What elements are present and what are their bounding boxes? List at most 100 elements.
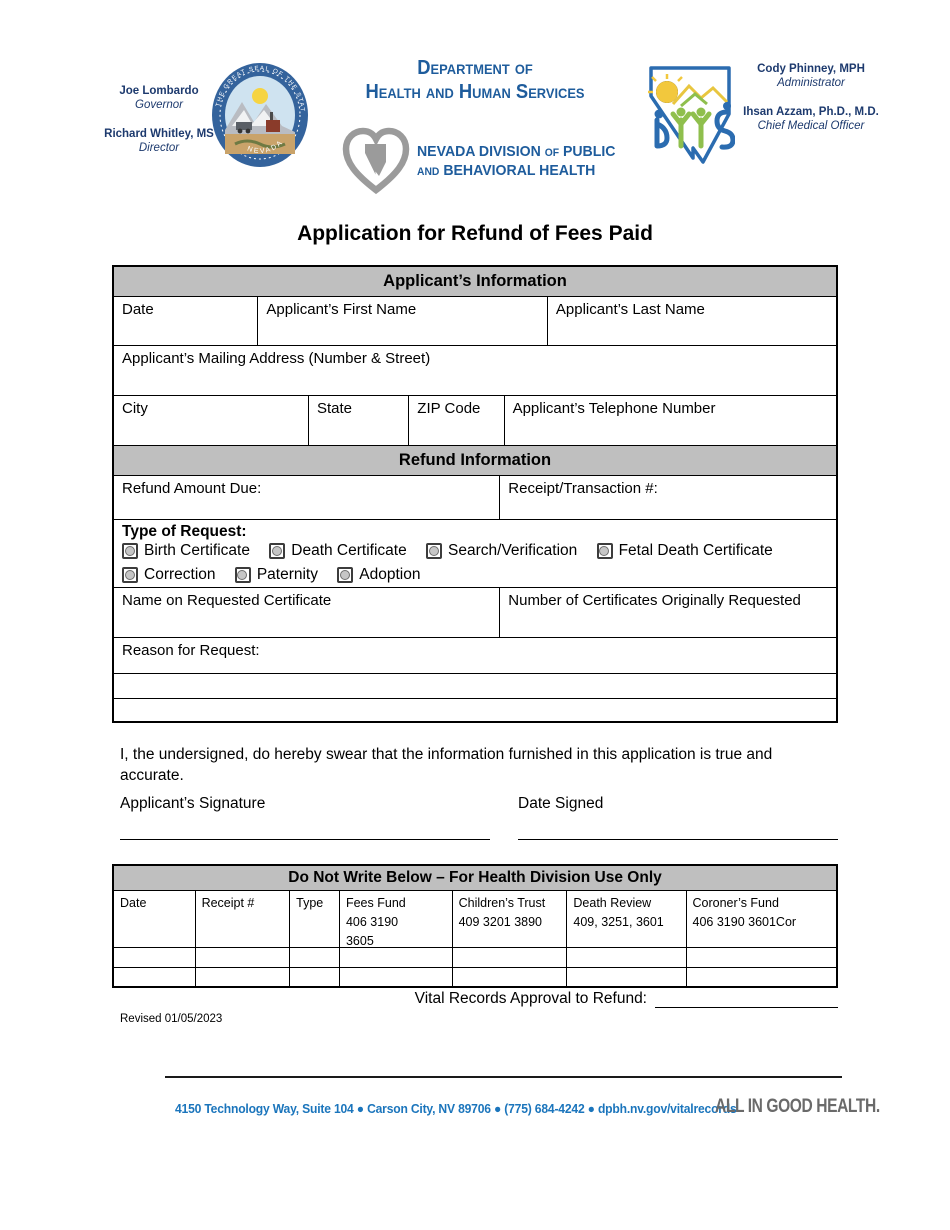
row-refund-receipt: Refund Amount Due: Receipt/Transaction #… <box>114 476 836 520</box>
option-death-certificate[interactable]: Death Certificate <box>269 542 407 560</box>
page-title: Application for Refund of Fees Paid <box>297 222 653 245</box>
official-title: Chief Medical Officer <box>757 120 865 133</box>
col-line: 409, 3251, 3601 <box>573 914 664 929</box>
dept-line2: Health and Human Services <box>365 81 585 103</box>
option-label: Correction <box>144 566 216 583</box>
entry-cell[interactable] <box>453 948 568 967</box>
type-of-request-label: Type of Request: <box>122 523 247 540</box>
request-type-line-2: Correction Paternity Adoption <box>122 565 828 587</box>
entry-cell[interactable] <box>196 948 291 967</box>
entry-cell[interactable] <box>114 968 196 986</box>
first-name-field[interactable]: Applicant’s First Name <box>258 297 548 345</box>
entry-cell[interactable] <box>340 948 453 967</box>
vital-records-approval-row: Vital Records Approval to Refund: <box>112 989 838 1008</box>
applicant-signature-line[interactable] <box>120 839 490 840</box>
official-governor: Joe Lombardo Governor <box>104 84 214 113</box>
checkbox-icon[interactable] <box>269 543 286 559</box>
telephone-field[interactable]: Applicant’s Telephone Number <box>512 400 716 417</box>
option-label: Adoption <box>359 566 421 583</box>
date-signed-line[interactable] <box>518 839 838 840</box>
checkbox-icon[interactable] <box>122 543 138 559</box>
col-receipt: Receipt # <box>196 891 291 947</box>
footer-divider <box>165 1076 842 1078</box>
col-date: Date <box>114 891 196 947</box>
health-division-table: Do Not Write Below – For Health Division… <box>112 864 838 988</box>
option-birth-certificate[interactable]: Birth Certificate <box>122 542 250 560</box>
reason-for-request-field[interactable]: Reason for Request: <box>122 642 260 659</box>
checkbox-icon[interactable] <box>122 567 138 583</box>
col-line: Date <box>120 896 147 910</box>
option-correction[interactable]: Correction <box>122 566 216 584</box>
official-name: Ihsan Azzam, Ph.D., M.D. <box>743 105 879 118</box>
official-chief-medical-officer: Ihsan Azzam, Ph.D., M.D. Chief Medical O… <box>740 105 882 134</box>
office-column-header-row: Date Receipt # Type Fees Fund 406 3190 3… <box>114 891 836 948</box>
state-field[interactable]: State <box>309 396 410 445</box>
division-line1: NEVADA DIVISION of PUBLIC <box>417 143 616 161</box>
entry-cell[interactable] <box>567 968 687 986</box>
official-name: Richard Whitley, MS <box>104 127 214 140</box>
col-line: 409 3201 3890 <box>458 914 543 929</box>
entry-cell[interactable] <box>453 968 568 986</box>
refund-information-header: Refund Information <box>114 446 836 476</box>
row-type-of-request: Type of Request: Birth Certificate Death… <box>114 520 836 588</box>
checkbox-icon[interactable] <box>596 543 613 559</box>
entry-cell[interactable] <box>567 948 687 967</box>
office-entry-row <box>114 968 836 986</box>
entry-cell[interactable] <box>687 968 836 986</box>
option-fetal-death-certificate[interactable]: Fetal Death Certificate <box>596 542 773 560</box>
left-officials-block: Joe Lombardo Governor Richard Whitley, M… <box>104 84 214 170</box>
refund-amount-field[interactable]: Refund Amount Due: <box>114 476 501 519</box>
option-label: Death Certificate <box>291 542 407 559</box>
col-type: Type <box>290 891 340 947</box>
last-name-field[interactable]: Applicant’s Last Name <box>555 301 705 318</box>
city-field[interactable]: City <box>114 396 309 445</box>
entry-cell[interactable] <box>290 948 340 967</box>
row-city-state-zip-phone: City State ZIP Code Applicant’s Telephon… <box>114 396 836 446</box>
option-label: Paternity <box>256 566 318 583</box>
date-signed-label: Date Signed <box>518 795 604 812</box>
right-officials-block: Cody Phinney, MPH Administrator Ihsan Az… <box>740 62 882 148</box>
option-label: Search/Verification <box>448 542 578 559</box>
entry-cell[interactable] <box>290 968 340 986</box>
col-childrens-trust: Children’s Trust 409 3201 3890 <box>453 891 568 947</box>
applicant-refund-table: Applicant’s Information Date Applicant’s… <box>112 265 838 723</box>
checkbox-icon[interactable] <box>426 543 443 559</box>
checkbox-icon[interactable] <box>337 567 354 583</box>
revised-date-note: Revised 01/05/2023 <box>120 1013 223 1025</box>
row-certificate-details: Name on Requested Certificate Number of … <box>114 588 836 638</box>
reason-blank-line[interactable] <box>114 674 836 698</box>
option-adoption[interactable]: Adoption <box>337 566 421 584</box>
receipt-transaction-field[interactable]: Receipt/Transaction #: <box>508 480 658 497</box>
department-wordmark: Department of Health and Human Services <box>337 58 613 105</box>
approval-label: Vital Records Approval to Refund: <box>414 990 647 1007</box>
dhhs-logo-icon <box>648 66 735 164</box>
option-label: Fetal Death Certificate <box>618 542 773 559</box>
option-label: Birth Certificate <box>144 542 250 559</box>
request-type-line-1: Birth Certificate Death Certificate Sear… <box>122 541 828 565</box>
type-of-request-cell: Type of Request: Birth Certificate Death… <box>114 520 836 587</box>
applicant-information-header: Applicant’s Information <box>114 267 836 297</box>
col-line: 406 3190 <box>345 914 399 929</box>
entry-cell[interactable] <box>196 968 291 986</box>
division-logo-block: NEVADA DIVISION of PUBLIC and BEHAVIORAL… <box>341 126 628 198</box>
checkbox-icon[interactable] <box>234 567 251 583</box>
entry-cell[interactable] <box>687 948 836 967</box>
date-field[interactable]: Date <box>114 297 259 345</box>
official-name: Cody Phinney, MPH <box>757 63 865 75</box>
entry-cell[interactable] <box>114 948 196 967</box>
option-paternity[interactable]: Paternity <box>234 566 318 584</box>
name-on-certificate-field[interactable]: Name on Requested Certificate <box>114 588 501 637</box>
col-line: Death Review <box>573 896 652 910</box>
col-coroners-fund: Coroner’s Fund 406 3190 3601Cor <box>687 891 836 947</box>
entry-cell[interactable] <box>340 968 453 986</box>
option-search-verification[interactable]: Search/Verification <box>426 542 577 560</box>
number-of-certificates-field[interactable]: Number of Certificates Originally Reques… <box>508 592 801 609</box>
reason-blank-line[interactable] <box>114 699 836 721</box>
official-director: Richard Whitley, MS Director <box>104 127 214 156</box>
mailing-address-field[interactable]: Applicant’s Mailing Address (Number & St… <box>122 350 431 367</box>
zip-code-field[interactable]: ZIP Code <box>409 396 505 445</box>
dept-line1: Department of <box>417 57 533 79</box>
official-title: Governor <box>135 99 183 112</box>
nevada-state-seal-icon: THE GREAT SEAL OF THE STATE OF NEVADA <box>210 60 308 167</box>
approval-signature-line[interactable] <box>655 989 838 1008</box>
